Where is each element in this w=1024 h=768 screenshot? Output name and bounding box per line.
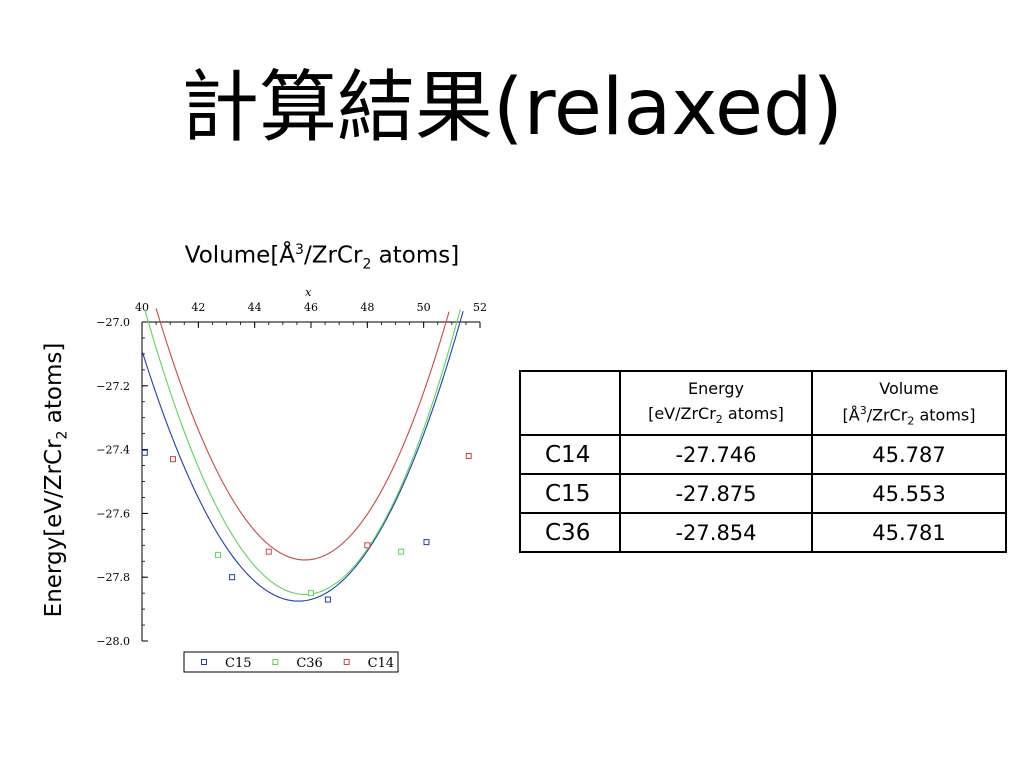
data-point-c15 [141,449,148,456]
table-header-empty [519,370,621,436]
row-volume: 45.553 [811,473,1007,514]
results-table: Energy [eV/ZrCr2 atoms] Volume [Å3/ZrCr2… [519,370,1007,553]
fit-curves-layer [141,308,464,602]
energy-unit-sub: 2 [715,413,723,427]
row-energy: -27.875 [619,473,813,514]
legend-marker-c14 [343,659,350,665]
table-header-energy: Energy [eV/ZrCr2 atoms] [619,370,813,436]
row-name: C15 [519,473,621,514]
legend-marker-c15 [201,659,207,665]
x-tick-label: 50 [417,301,431,314]
y-tick-label: −27.0 [96,316,130,329]
x-variable-label: x [305,286,312,299]
data-point-c14 [465,452,472,459]
data-point-c15 [229,574,236,581]
volume-header-line2: [Å3/ZrCr2 atoms] [813,402,1005,430]
data-point-c14 [364,542,371,549]
table-row: C14 -27.746 45.787 [519,434,1007,475]
row-energy: -27.746 [619,434,813,475]
energy-unit-suffix: atoms] [722,404,784,424]
y-tick-label: −27.4 [96,444,130,457]
volume-header-line1: Volume [879,378,939,398]
x-tick-label: 48 [360,301,374,314]
table-header-row: Energy [eV/ZrCr2 atoms] Volume [Å3/ZrCr2… [519,370,1007,436]
volume-unit-sup: 3 [859,403,867,417]
table-row: C36 -27.854 45.781 [519,512,1007,553]
volume-unit-suffix: atoms] [914,404,976,424]
y-tick-label: −27.2 [96,380,130,393]
x-axis-title-suffix: atoms] [371,242,460,269]
x-axis-title-sup: 3 [295,242,304,258]
y-tick-label: −28.0 [96,635,130,648]
data-point-c36 [215,551,222,558]
data-point-c14 [265,548,272,555]
fit-curve-c36 [144,309,461,595]
fit-curve-c15 [141,311,464,602]
axes-layer: 40 42 44 46 48 50 52 x −27.0 −27.2 −27.4 −27.6 −27.8… [96,286,487,648]
y-tick-label: −27.8 [96,571,130,584]
legend-label-c36: C36 [296,656,323,671]
fit-curve-c14 [155,308,450,561]
table-header-volume: Volume [Å3/ZrCr2 atoms] [811,370,1007,436]
y-tick-label: −27.6 [96,507,130,520]
row-name: C36 [519,512,621,553]
data-point-c14 [169,456,176,463]
energy-header-line1: Energy [687,379,744,399]
x-tick-label: 42 [191,301,205,314]
data-point-c36 [308,590,314,597]
data-point-c36 [398,548,405,555]
volume-unit-mid: /ZrCr [866,404,908,424]
energy-header-line2: [eV/ZrCr2 atoms] [621,402,811,428]
data-point-c15 [324,596,331,603]
x-axis-title-prefix: Volume[Å [184,242,296,269]
row-volume: 45.787 [811,434,1007,475]
x-axis-title-sub: 2 [362,256,372,273]
legend-label-c14: C14 [368,656,395,671]
x-tick-label: 40 [135,301,149,314]
data-point-c15 [423,539,430,546]
data-points-layer [141,449,472,603]
table-row: C15 -27.875 45.553 [519,473,1007,514]
x-axis-title: Volume[Å3/ZrCr2 atoms] [152,242,492,272]
x-axis-title-mid: /ZrCr [303,242,363,269]
legend-label-c15: C15 [225,656,252,671]
volume-unit-sub: 2 [907,414,915,428]
x-tick-label: 44 [248,301,262,314]
row-name: C14 [519,434,621,475]
row-volume: 45.781 [811,512,1007,553]
slide-title: 計算結果(relaxed) [181,63,843,153]
energy-unit-prefix: [eV/ZrCr [648,404,716,424]
row-energy: -27.854 [619,512,813,553]
legend-box [183,651,399,673]
volume-unit-prefix: [Å [842,404,860,424]
legend: C15 C36 C14 [183,651,399,673]
x-tick-label: 46 [304,301,318,314]
legend-marker-c36 [272,659,279,665]
x-tick-label: 52 [473,301,487,314]
